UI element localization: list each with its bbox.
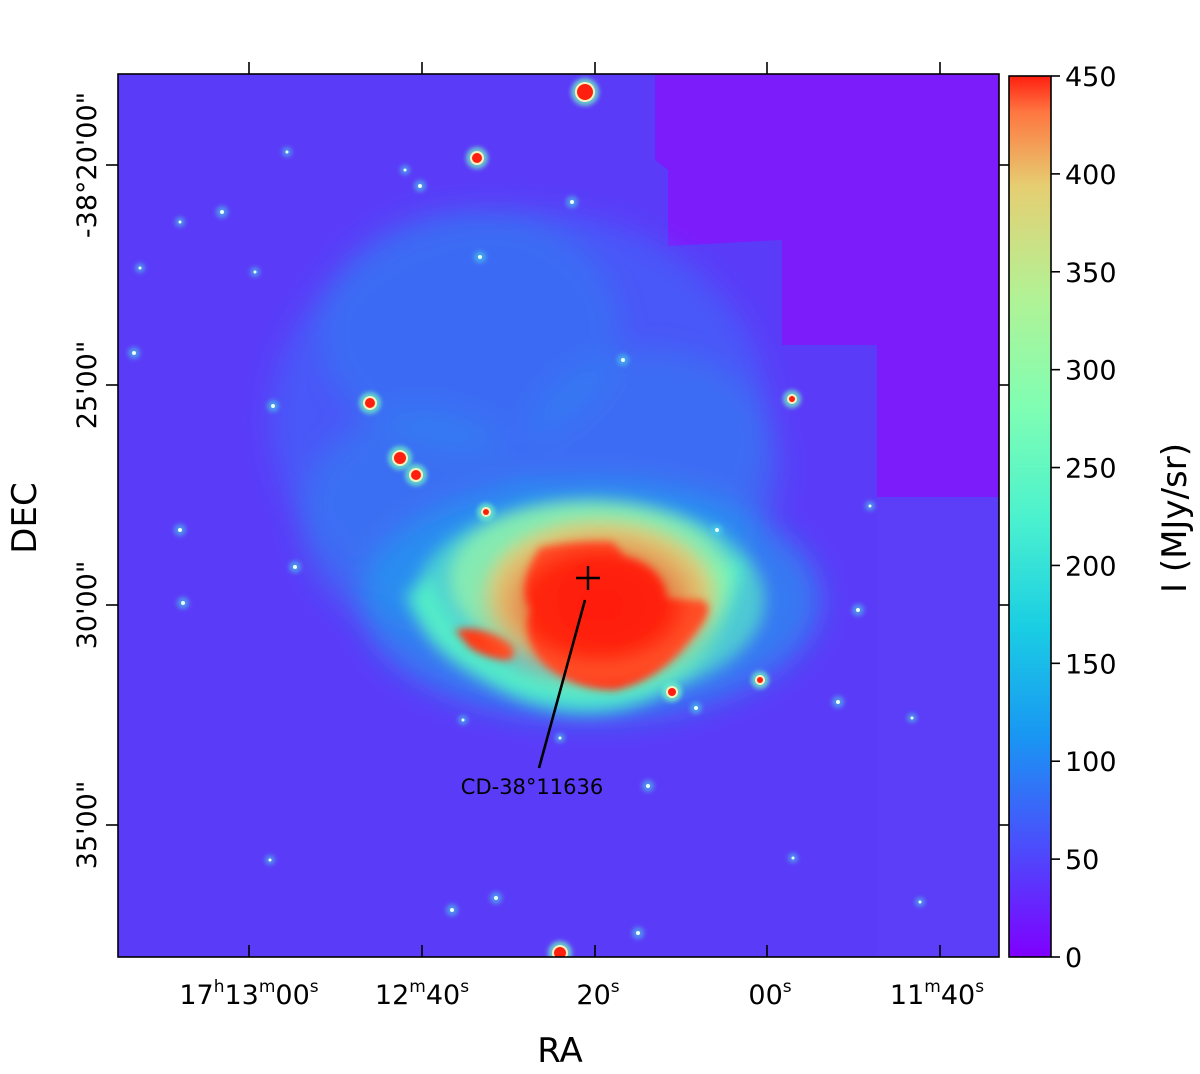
bright-star: [789, 396, 795, 402]
dec-tick-label-2: 30'00": [72, 561, 103, 650]
dec-tick-label-1: 25'00": [72, 341, 103, 430]
faint-star: [403, 168, 407, 172]
source-label: CD-38°11636: [461, 775, 603, 799]
ra-tick-label-2: 20s: [576, 977, 619, 1011]
point-sources: [128, 78, 925, 957]
colorbar-tick-label-1: 50: [1065, 845, 1099, 876]
colorbar-tick-label-6: 300: [1065, 356, 1117, 387]
bright-star: [472, 153, 482, 163]
ra-tick-label-1: 12m40s: [375, 977, 469, 1011]
faint-star: [132, 351, 136, 355]
source-annotation: CD-38°11636: [461, 566, 603, 799]
faint-star: [418, 184, 422, 188]
faint-star: [715, 528, 719, 532]
faint-star: [138, 266, 142, 270]
faint-star: [293, 565, 297, 569]
bright-star: [577, 84, 593, 100]
colorbar-tick-label-4: 200: [1065, 551, 1117, 582]
colorbar-tick-label-7: 350: [1065, 258, 1117, 289]
faint-star: [478, 255, 482, 259]
faint-star: [694, 706, 698, 710]
colorbar-tick-label-2: 100: [1065, 747, 1117, 778]
bright-star: [483, 509, 489, 515]
bright-star: [411, 470, 421, 480]
colorbar-title: I (MJy/sr): [1155, 443, 1195, 593]
sky-image: [118, 74, 999, 957]
bright-star: [394, 452, 406, 464]
y-axis-title: DEC: [5, 482, 45, 553]
bright-star: [757, 677, 763, 683]
faint-star: [558, 736, 562, 740]
bright-star: [554, 947, 566, 957]
faint-star: [494, 896, 498, 900]
faint-star: [918, 900, 922, 904]
x-axis-title: RA: [537, 1031, 583, 1071]
pointer-line: [537, 599, 587, 769]
ra-tick-label-4: 11m40s: [890, 977, 984, 1011]
colorbar-tick-label-5: 250: [1065, 454, 1117, 485]
faint-star: [181, 601, 185, 605]
ra-tick-label-3: 00s: [748, 977, 791, 1011]
bright-star: [668, 688, 676, 696]
faint-star: [836, 700, 840, 704]
faint-star: [868, 504, 872, 508]
image-frame: [117, 73, 1000, 958]
faint-star: [570, 200, 574, 204]
faint-star: [856, 608, 860, 612]
faint-star: [450, 908, 454, 912]
faint-star: [621, 358, 625, 362]
colorbar-tick-label-8: 400: [1065, 160, 1117, 191]
faint-star: [910, 716, 914, 720]
colorbar-frame: [1008, 75, 1052, 958]
colorbar-tick-label-3: 150: [1065, 649, 1117, 680]
faint-star: [285, 150, 289, 154]
colorbar-tick-label-0: 0: [1065, 943, 1082, 974]
ra-ticks: [248, 62, 941, 957]
colorbar: [1009, 76, 1051, 957]
faint-star: [636, 931, 640, 935]
faint-star: [178, 220, 182, 224]
colorbar-ticks: 0 50 100 150 200 250 300 350 400 450: [1051, 62, 1117, 974]
bright-star: [365, 398, 375, 408]
faint-star: [646, 784, 650, 788]
faint-star: [271, 404, 275, 408]
faint-star: [253, 270, 257, 274]
faint-star: [461, 718, 465, 722]
ra-tick-label-0: 17h13m00s: [179, 977, 318, 1011]
faint-star: [791, 856, 795, 860]
no-coverage-region: [655, 74, 999, 497]
colorbar-tick-label-9: 450: [1065, 62, 1117, 93]
dec-tick-label-0: -38°20'00": [72, 92, 103, 238]
dec-tick-label-3: 35'00": [72, 781, 103, 870]
faint-star: [178, 528, 182, 532]
faint-star: [268, 858, 272, 862]
faint-star: [220, 210, 224, 214]
